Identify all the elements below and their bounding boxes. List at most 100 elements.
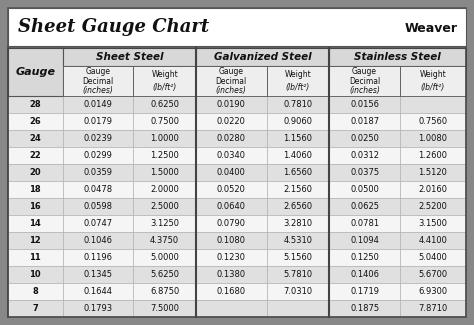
Bar [266,96,329,113]
Text: 2.5000: 2.5000 [150,202,179,211]
Text: 8: 8 [32,287,38,296]
Bar [400,66,466,96]
Bar [329,96,400,113]
Bar [266,283,329,300]
Text: Sheet Gauge Chart: Sheet Gauge Chart [18,18,209,36]
Bar [266,215,329,232]
Text: 0.0299: 0.0299 [83,151,112,160]
Text: (lb/ft²): (lb/ft²) [421,83,445,92]
Text: 0.0781: 0.0781 [350,219,379,228]
Bar [266,130,329,147]
Text: 0.7500: 0.7500 [150,117,179,126]
Bar [63,66,133,96]
Bar [329,283,400,300]
Bar [8,249,63,266]
Text: 11: 11 [29,253,41,262]
Text: 5.0400: 5.0400 [419,253,447,262]
Text: 0.0239: 0.0239 [83,134,112,143]
Bar [63,232,133,249]
Bar [63,249,133,266]
Bar [329,181,400,198]
Bar [400,300,466,317]
Bar [8,232,63,249]
Text: 0.0747: 0.0747 [83,219,112,228]
Bar [133,113,196,130]
Bar [400,147,466,164]
Bar [329,198,400,215]
Text: Weight: Weight [419,70,447,79]
Bar [63,181,133,198]
Text: 18: 18 [29,185,41,194]
Bar [400,113,466,130]
Bar [133,283,196,300]
Bar [133,249,196,266]
Bar [133,198,196,215]
Text: 1.5120: 1.5120 [419,168,447,177]
Bar [196,96,266,113]
Text: 5.0000: 5.0000 [150,253,179,262]
Bar [266,113,329,130]
Bar [63,300,133,317]
Text: 0.1793: 0.1793 [83,304,112,313]
Text: 0.0359: 0.0359 [83,168,112,177]
Text: 4.5310: 4.5310 [283,236,312,245]
Bar [63,266,133,283]
Bar [400,130,466,147]
Text: Stainless Steel: Stainless Steel [354,52,441,62]
Text: 0.0280: 0.0280 [217,134,246,143]
Text: 0.1345: 0.1345 [83,270,112,279]
Text: 0.1719: 0.1719 [350,287,379,296]
Bar [63,198,133,215]
Bar [8,48,63,96]
Text: 3.1250: 3.1250 [150,219,179,228]
Text: 26: 26 [29,117,41,126]
Bar [133,130,196,147]
Text: 0.0156: 0.0156 [350,100,379,109]
Bar [329,48,466,66]
Text: 0.1230: 0.1230 [217,253,246,262]
Text: 1.2500: 1.2500 [150,151,179,160]
Text: 14: 14 [29,219,41,228]
Text: 0.0149: 0.0149 [83,100,112,109]
Bar [63,164,133,181]
Text: (inches): (inches) [216,85,247,95]
Bar [196,266,266,283]
Text: 0.6250: 0.6250 [150,100,179,109]
Bar [133,96,196,113]
Text: Gauge: Gauge [15,67,55,77]
Text: 22: 22 [29,151,41,160]
Bar [8,96,63,113]
Bar [400,164,466,181]
Bar [8,181,63,198]
Bar [8,8,466,46]
Text: 5.6250: 5.6250 [150,270,179,279]
Text: 0.9060: 0.9060 [283,117,312,126]
Bar [266,232,329,249]
Bar [400,283,466,300]
Text: Gauge: Gauge [85,67,110,76]
Bar [329,300,400,317]
Text: 0.0179: 0.0179 [83,117,112,126]
Text: 10: 10 [29,270,41,279]
Text: 5.6700: 5.6700 [419,270,447,279]
Bar [266,181,329,198]
Bar [329,232,400,249]
Text: 1.6560: 1.6560 [283,168,312,177]
Text: 0.1094: 0.1094 [350,236,379,245]
Text: 3.1500: 3.1500 [419,219,447,228]
Text: 3.2810: 3.2810 [283,219,312,228]
Text: 2.6560: 2.6560 [283,202,312,211]
Text: 7.8710: 7.8710 [419,304,447,313]
Bar [8,147,63,164]
Bar [196,48,329,66]
Bar [63,96,133,113]
Text: 0.1875: 0.1875 [350,304,379,313]
Bar [266,164,329,181]
Text: 5.7810: 5.7810 [283,270,312,279]
Text: 7.5000: 7.5000 [150,304,179,313]
Bar [196,181,266,198]
Text: Galvanized Steel: Galvanized Steel [214,52,311,62]
Bar [63,147,133,164]
Text: 0.0640: 0.0640 [217,202,246,211]
Text: 0.0220: 0.0220 [217,117,246,126]
